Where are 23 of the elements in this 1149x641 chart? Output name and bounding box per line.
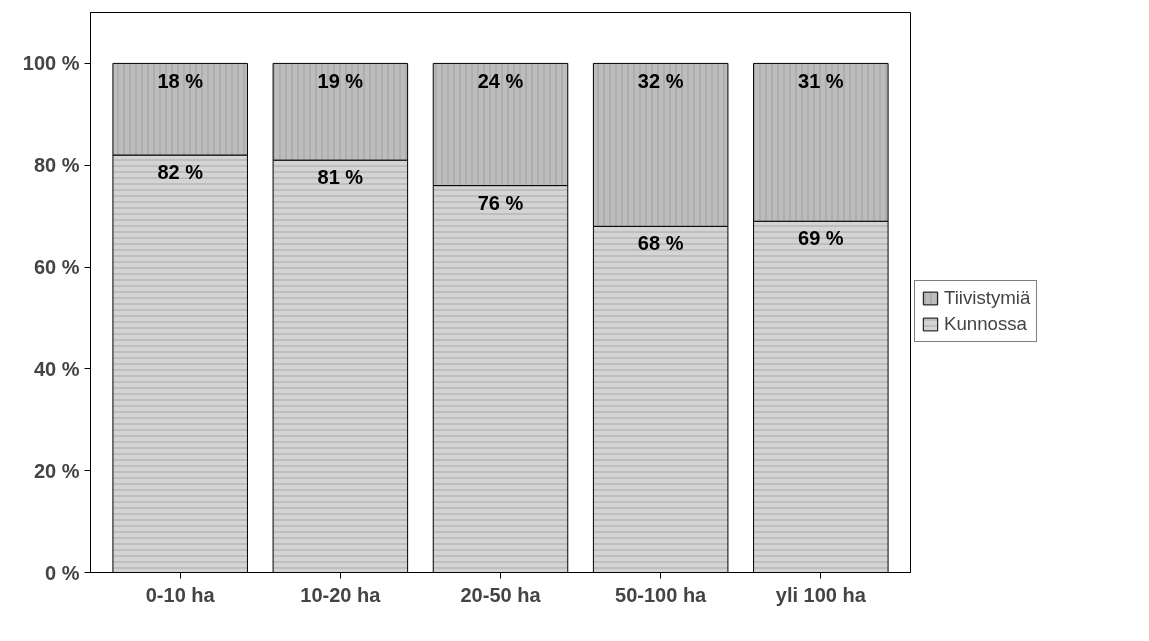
data-label: 81 % [317, 166, 364, 189]
data-label: 69 % [798, 227, 844, 250]
legend-label: Kunnossa [944, 313, 1027, 335]
data-label: 68 % [637, 232, 684, 255]
x-tick-label: 50-100 ha [615, 583, 708, 606]
y-tick-label: 40 % [33, 357, 80, 380]
data-label: 31 % [798, 69, 844, 92]
x-tick-label: 20-50 ha [460, 583, 542, 606]
x-tick-label: 0-10 ha [145, 583, 216, 606]
data-label: 32 % [637, 69, 684, 92]
data-label: 18 % [157, 69, 204, 92]
data-label: 82 % [157, 161, 204, 184]
x-tick-label: yli 100 ha [775, 583, 867, 606]
y-tick-label: 80 % [33, 154, 80, 177]
data-label: 24 % [477, 69, 524, 92]
y-tick-label: 20 % [33, 459, 80, 482]
y-tick-label: 60 % [33, 256, 80, 279]
x-tick-label: 10-20 ha [300, 583, 382, 606]
y-tick-label: 100 % [22, 52, 80, 75]
data-label: 19 % [317, 69, 364, 92]
data-label: 76 % [477, 191, 524, 214]
legend-label: Tiivistymiä [944, 287, 1031, 309]
y-tick-label: 0 % [45, 561, 80, 584]
